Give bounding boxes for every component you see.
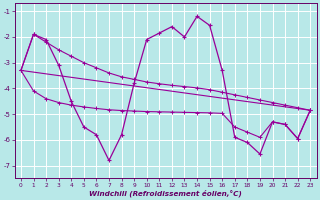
X-axis label: Windchill (Refroidissement éolien,°C): Windchill (Refroidissement éolien,°C): [89, 189, 242, 197]
